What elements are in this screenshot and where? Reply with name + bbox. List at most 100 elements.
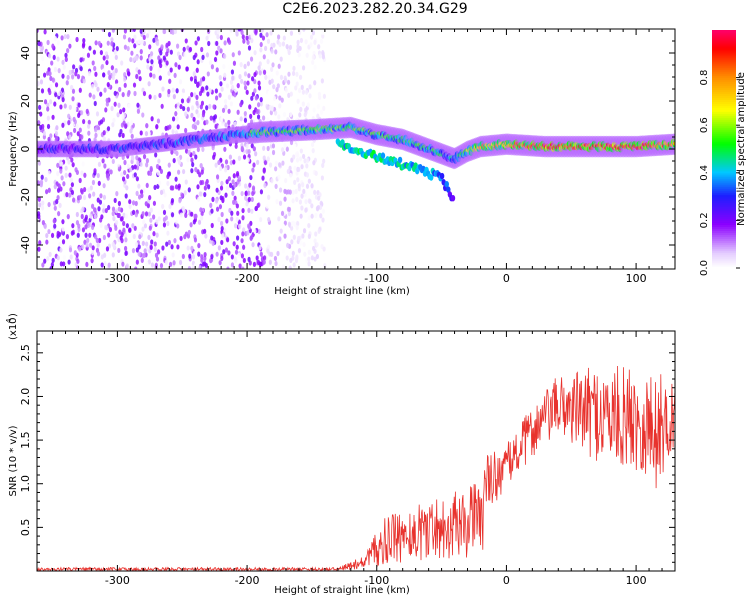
noise-cell	[147, 259, 151, 265]
noise-cell	[247, 223, 251, 229]
noise-cell	[187, 149, 191, 156]
noise-cell	[321, 50, 325, 56]
noise-cell	[244, 195, 248, 201]
colorbar-step	[712, 178, 736, 182]
noise-cell	[194, 213, 198, 219]
colorbar-step	[712, 248, 736, 251]
colorbar-step	[712, 200, 736, 204]
noise-cell	[237, 155, 241, 161]
colorbar-step	[712, 77, 736, 81]
noise-cell	[105, 54, 109, 60]
noise-cell	[223, 72, 227, 78]
noise-cell	[277, 162, 282, 168]
colorbar-step	[712, 168, 736, 172]
noise-cell	[225, 179, 229, 185]
noise-cell	[302, 29, 306, 32]
noise-cell	[250, 143, 254, 149]
noise-cell	[147, 211, 151, 217]
colorbar-step	[712, 30, 736, 33]
colorbar-step	[712, 67, 736, 71]
noise-cell	[124, 250, 128, 256]
noise-cell	[148, 170, 153, 177]
noise-cell	[292, 234, 296, 240]
colorbar-step	[712, 109, 736, 112]
noise-cell	[211, 196, 215, 202]
noise-cell	[323, 263, 327, 269]
noise-cell	[262, 115, 266, 121]
noise-cell	[226, 266, 230, 269]
noise-cell	[83, 186, 87, 193]
noise-cell	[129, 56, 133, 63]
colorbar-step	[712, 212, 736, 216]
noise-cell	[210, 222, 214, 229]
noise-cell	[301, 233, 305, 239]
noise-cell	[255, 108, 259, 115]
noise-cell	[127, 227, 132, 233]
colorbar-step	[712, 186, 736, 190]
noise-cell	[105, 101, 109, 107]
noise-cell	[222, 249, 226, 255]
noise-cell	[174, 62, 178, 68]
colorbar-step	[712, 61, 736, 65]
noise-cell	[308, 198, 312, 205]
noise-cell	[138, 234, 142, 240]
noise-cell	[41, 200, 45, 206]
noise-cell	[313, 64, 317, 70]
noise-cell	[225, 218, 229, 224]
noise-cell	[301, 65, 306, 71]
noise-cell	[110, 65, 114, 71]
noise-cell	[251, 76, 255, 82]
noise-cell	[321, 162, 325, 168]
noise-cell	[68, 192, 72, 198]
noise-cell	[298, 87, 302, 94]
noise-cell	[200, 100, 205, 106]
y-tick-label: 1.0	[19, 475, 32, 493]
noise-cell	[287, 71, 291, 77]
noise-cell	[270, 178, 274, 184]
noise-cell	[119, 109, 123, 115]
colorbar-tick-label: 0.6	[699, 117, 710, 133]
noise-cell	[236, 210, 240, 216]
noise-cell	[94, 132, 98, 138]
noise-cell	[118, 132, 122, 138]
noise-cell	[134, 200, 138, 207]
noise-cell	[61, 59, 65, 65]
noise-cell	[96, 172, 100, 179]
noise-cell	[103, 260, 107, 267]
noise-cell	[250, 95, 254, 101]
noise-cell	[53, 35, 57, 42]
noise-cell	[203, 251, 207, 258]
colorbar-step	[712, 79, 736, 83]
noise-cell	[259, 216, 263, 223]
noise-cell	[174, 111, 178, 117]
noise-cell	[200, 86, 204, 92]
noise-cell	[252, 261, 257, 267]
noise-cell	[73, 250, 77, 256]
noise-cell	[283, 233, 287, 239]
noise-cell	[268, 259, 272, 265]
noise-cell	[43, 99, 48, 105]
noise-cell	[250, 33, 254, 39]
noise-cell	[275, 70, 279, 76]
noise-cell	[179, 212, 183, 218]
noise-cell	[285, 146, 289, 152]
noise-cell	[88, 232, 92, 238]
noise-cell	[117, 200, 122, 207]
noise-cell	[113, 49, 117, 55]
noise-cell	[135, 67, 139, 73]
y-tick-label: 1.5	[19, 431, 32, 449]
noise-cell	[252, 146, 256, 152]
noise-cell	[176, 244, 180, 250]
noise-cell	[318, 53, 322, 59]
noise-cell	[169, 185, 173, 191]
noise-cell	[148, 94, 152, 100]
noise-cell	[145, 261, 149, 267]
noise-cell	[81, 206, 85, 212]
noise-cell	[137, 251, 141, 257]
noise-cell	[138, 76, 142, 82]
noise-cell	[175, 88, 179, 94]
noise-cell	[93, 65, 97, 72]
colorbar-step	[712, 192, 736, 196]
noise-cell	[93, 213, 97, 220]
noise-cell	[217, 159, 221, 166]
